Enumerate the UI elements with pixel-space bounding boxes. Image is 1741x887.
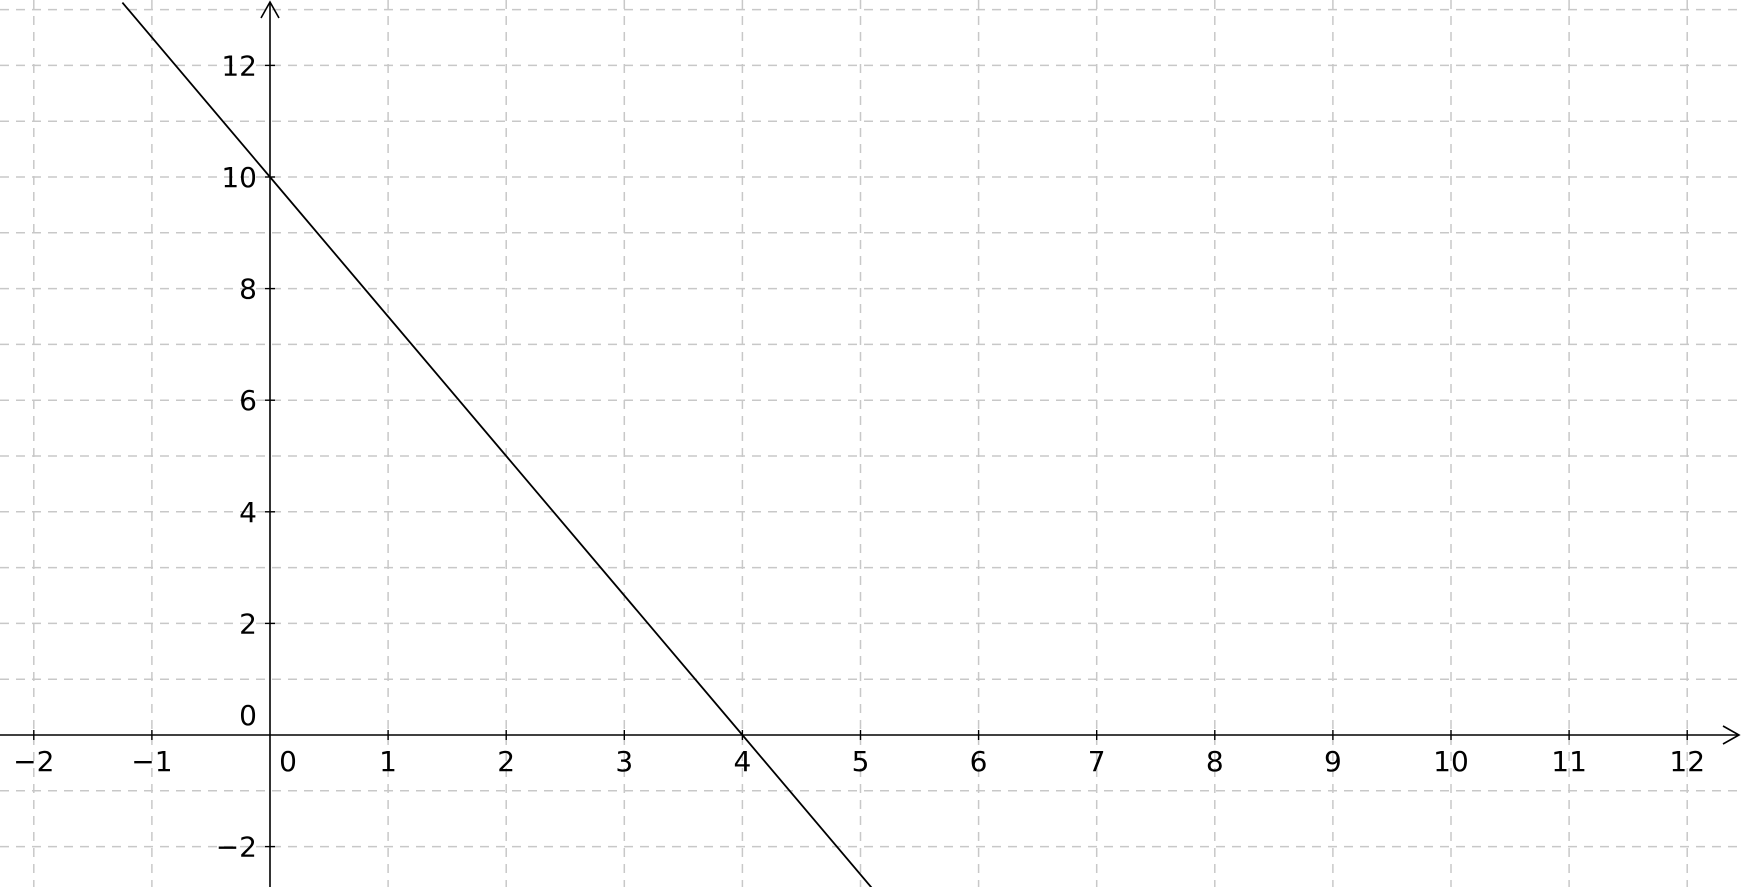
y-tick-label: 12 <box>221 49 257 82</box>
x-tick-label: 9 <box>1324 745 1342 778</box>
x-tick-label: 12 <box>1669 745 1705 778</box>
x-tick-label: −1 <box>131 745 172 778</box>
y-tick-label: 10 <box>221 161 257 194</box>
y-axis-arrow <box>260 0 280 19</box>
x-tick-label: 0 <box>279 745 297 778</box>
x-tick-label: 6 <box>970 745 988 778</box>
series-group <box>121 2 873 887</box>
y-tick-label: 2 <box>239 607 257 640</box>
y-tick-label: 6 <box>239 384 257 417</box>
x-tick-label: 10 <box>1433 745 1469 778</box>
series-line <box>121 2 873 887</box>
x-tick-label: 8 <box>1206 745 1224 778</box>
x-tick-label: 2 <box>497 745 515 778</box>
x-tick-label: −2 <box>13 745 54 778</box>
x-axis-arrow <box>1722 725 1741 745</box>
x-tick-label: 5 <box>852 745 870 778</box>
y-tick-label: 4 <box>239 496 257 529</box>
x-tick-label: 7 <box>1088 745 1106 778</box>
x-tick-label: 11 <box>1551 745 1587 778</box>
y-tick-label: −2 <box>216 831 257 864</box>
y-tick-label: 0 <box>239 699 257 732</box>
x-tick-label: 4 <box>733 745 751 778</box>
y-tick-label: 8 <box>239 273 257 306</box>
x-tick-label: 3 <box>615 745 633 778</box>
x-tick-label: 1 <box>379 745 397 778</box>
